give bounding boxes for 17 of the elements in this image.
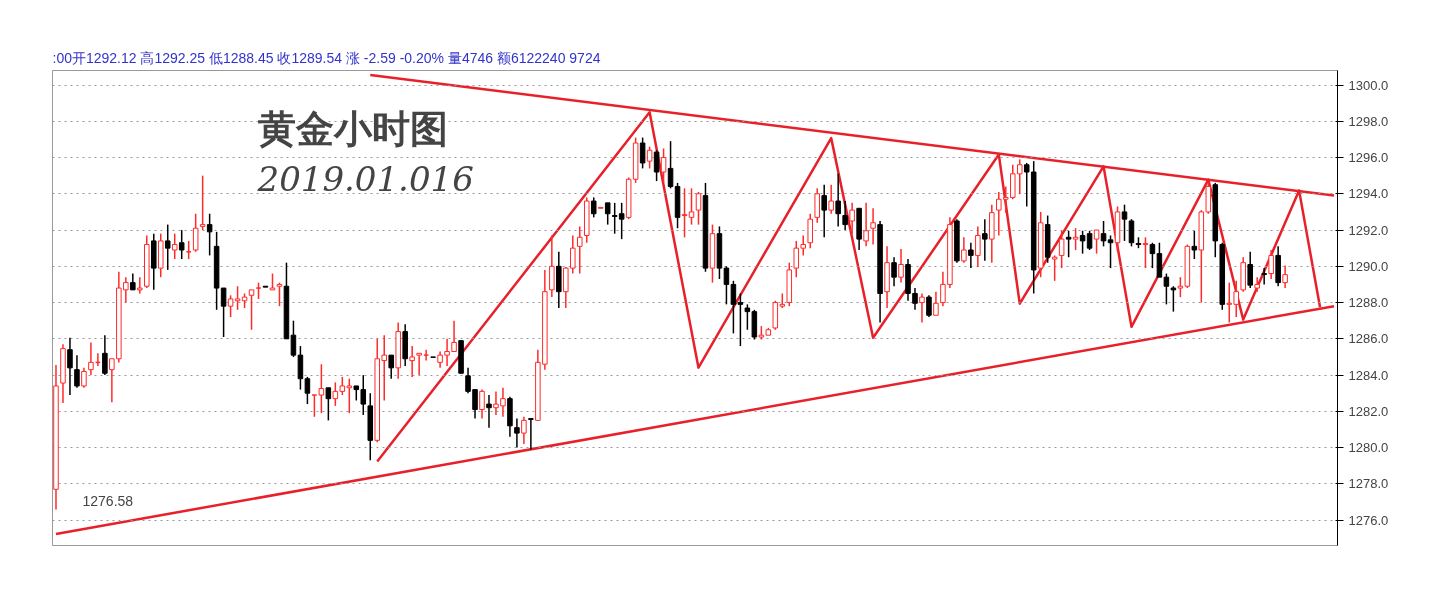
y-tick-label: 1276.0 — [1348, 512, 1389, 528]
y-tick-label: 1280.0 — [1348, 440, 1389, 456]
y-tick-label: 1296.0 — [1348, 150, 1389, 166]
y-tick-label: 1294.0 — [1348, 186, 1389, 202]
y-tick-label: 1292.0 — [1348, 222, 1389, 238]
y-tick-label: 1282.0 — [1348, 403, 1389, 419]
text: 2019.01.016 — [256, 158, 474, 199]
text: 黄金小时图 — [257, 105, 448, 151]
y-tick-label: 1284.0 — [1348, 367, 1389, 383]
y-tick-label: 1298.0 — [1348, 113, 1389, 129]
y-tick-label: 1288.0 — [1348, 295, 1389, 311]
y-tick-label: 1300.0 — [1348, 77, 1389, 93]
y-tick-label: 1286.0 — [1348, 331, 1389, 347]
y-tick-label: 1278.0 — [1348, 476, 1389, 492]
annotation: 1276.58 — [82, 492, 134, 509]
y-tick-label: 1290.0 — [1348, 258, 1389, 274]
text: :00开1292.12 高1292.25 低1288.45 收1289.54 涨 -2.59 -0.20% 量4746 额6122240 9724 — [52, 49, 601, 66]
